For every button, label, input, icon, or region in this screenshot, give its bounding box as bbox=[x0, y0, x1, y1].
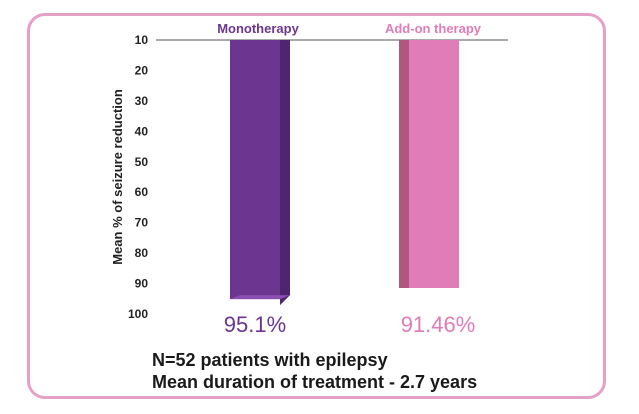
y-tick-label: 90 bbox=[135, 277, 149, 291]
y-tick-label: 60 bbox=[135, 185, 149, 199]
category-label: Monotherapy bbox=[217, 21, 299, 36]
bar-side bbox=[280, 40, 290, 306]
value-label: 91.46% bbox=[401, 312, 476, 337]
y-tick-label: 20 bbox=[135, 63, 149, 77]
y-tick-label: 70 bbox=[135, 216, 149, 230]
bar-addon-therapy bbox=[409, 40, 459, 289]
note-duration: Mean duration of treatment - 2.7 years bbox=[152, 372, 478, 392]
y-tick-label: 10 bbox=[135, 33, 149, 47]
value-label: 95.1% bbox=[224, 312, 286, 337]
y-tick-label: 30 bbox=[135, 94, 149, 108]
note-patients: N=52 patients with epilepsy bbox=[152, 350, 388, 370]
y-tick-label: 100 bbox=[128, 307, 148, 321]
bar-bottom bbox=[230, 295, 290, 300]
bar-side bbox=[399, 40, 409, 289]
chart-frame bbox=[27, 13, 606, 399]
category-label: Add-on therapy bbox=[385, 21, 482, 36]
y-tick-label: 50 bbox=[135, 155, 149, 169]
y-tick-label: 80 bbox=[135, 246, 149, 260]
bar-monotherapy bbox=[230, 40, 280, 300]
y-tick-label: 40 bbox=[135, 124, 149, 138]
y-axis-label: Mean % of seizure reduction bbox=[110, 89, 125, 265]
